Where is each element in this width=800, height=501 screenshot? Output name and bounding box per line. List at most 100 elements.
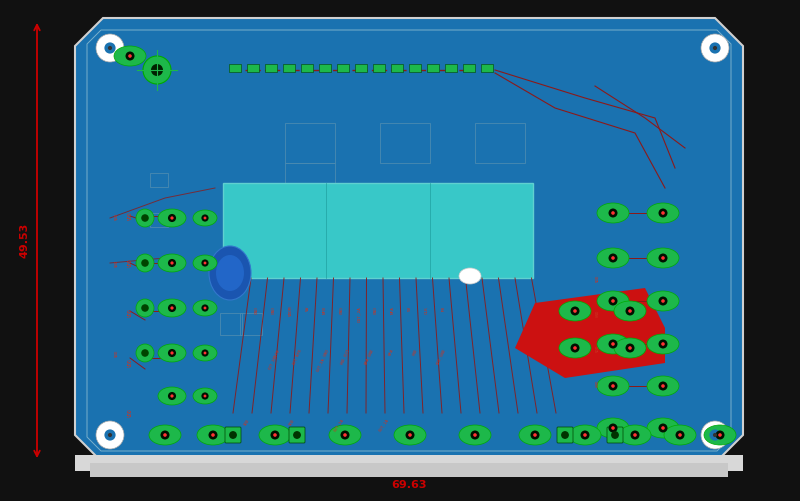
Bar bbox=[463, 64, 475, 72]
Bar bbox=[90, 463, 728, 477]
Ellipse shape bbox=[193, 345, 217, 361]
Circle shape bbox=[168, 214, 176, 222]
Bar bbox=[283, 64, 295, 72]
Text: GND: GND bbox=[374, 306, 378, 314]
Circle shape bbox=[163, 433, 167, 437]
Circle shape bbox=[570, 307, 579, 316]
Text: VDD: VDD bbox=[596, 274, 600, 282]
Circle shape bbox=[611, 299, 614, 303]
Circle shape bbox=[168, 392, 176, 400]
Bar bbox=[150, 173, 168, 187]
Text: GND: GND bbox=[596, 379, 600, 387]
Circle shape bbox=[634, 433, 637, 437]
Bar bbox=[427, 64, 439, 72]
Circle shape bbox=[662, 211, 665, 215]
Ellipse shape bbox=[158, 299, 186, 317]
Circle shape bbox=[609, 254, 618, 263]
Circle shape bbox=[151, 64, 163, 76]
Text: MO: MO bbox=[442, 306, 446, 311]
Circle shape bbox=[658, 340, 667, 349]
Text: OUT_2A: OUT_2A bbox=[333, 418, 345, 432]
Circle shape bbox=[170, 216, 174, 219]
Bar bbox=[481, 64, 493, 72]
Circle shape bbox=[104, 429, 116, 440]
Ellipse shape bbox=[158, 387, 186, 405]
Circle shape bbox=[573, 309, 577, 313]
Circle shape bbox=[211, 433, 214, 437]
Circle shape bbox=[170, 307, 174, 310]
Bar bbox=[285, 123, 335, 163]
Circle shape bbox=[203, 262, 206, 265]
Text: GND: GND bbox=[340, 306, 344, 314]
FancyBboxPatch shape bbox=[557, 427, 573, 443]
Ellipse shape bbox=[647, 291, 679, 311]
Ellipse shape bbox=[647, 334, 679, 354]
Ellipse shape bbox=[158, 209, 186, 227]
Ellipse shape bbox=[597, 418, 629, 438]
Circle shape bbox=[142, 259, 149, 267]
Bar bbox=[150, 213, 168, 227]
Circle shape bbox=[561, 431, 569, 439]
Ellipse shape bbox=[647, 418, 679, 438]
Circle shape bbox=[170, 351, 174, 355]
Ellipse shape bbox=[259, 425, 291, 445]
Circle shape bbox=[108, 433, 112, 437]
Text: NFA: NFA bbox=[388, 348, 394, 357]
Circle shape bbox=[713, 433, 717, 437]
Ellipse shape bbox=[597, 291, 629, 311]
Circle shape bbox=[170, 262, 174, 265]
Circle shape bbox=[128, 54, 132, 58]
Bar bbox=[75, 455, 743, 471]
Bar bbox=[247, 64, 259, 72]
Circle shape bbox=[626, 344, 634, 353]
Ellipse shape bbox=[459, 425, 491, 445]
Circle shape bbox=[611, 426, 614, 430]
Circle shape bbox=[609, 381, 618, 390]
Ellipse shape bbox=[193, 300, 217, 316]
Circle shape bbox=[611, 342, 614, 346]
Circle shape bbox=[136, 209, 154, 227]
Circle shape bbox=[136, 344, 154, 362]
Circle shape bbox=[203, 307, 206, 310]
Ellipse shape bbox=[216, 255, 244, 291]
Circle shape bbox=[662, 256, 665, 260]
Ellipse shape bbox=[647, 248, 679, 268]
Ellipse shape bbox=[647, 376, 679, 396]
Circle shape bbox=[136, 254, 154, 272]
Text: VDD: VDD bbox=[115, 259, 119, 267]
Text: GND: GND bbox=[412, 348, 418, 357]
Circle shape bbox=[168, 304, 176, 312]
Circle shape bbox=[718, 433, 722, 437]
Bar bbox=[373, 64, 385, 72]
Circle shape bbox=[203, 395, 206, 397]
Circle shape bbox=[658, 208, 667, 217]
Ellipse shape bbox=[597, 248, 629, 268]
Circle shape bbox=[202, 392, 209, 400]
Circle shape bbox=[96, 421, 124, 449]
Ellipse shape bbox=[559, 338, 591, 358]
Circle shape bbox=[408, 433, 412, 437]
Circle shape bbox=[662, 384, 665, 388]
Circle shape bbox=[229, 431, 237, 439]
Circle shape bbox=[611, 211, 614, 215]
FancyBboxPatch shape bbox=[607, 427, 623, 443]
Text: GND: GND bbox=[255, 306, 259, 314]
Circle shape bbox=[168, 259, 176, 267]
Ellipse shape bbox=[559, 301, 591, 321]
Circle shape bbox=[170, 394, 174, 398]
Circle shape bbox=[675, 430, 685, 439]
Ellipse shape bbox=[158, 344, 186, 362]
Ellipse shape bbox=[394, 425, 426, 445]
Bar bbox=[475, 123, 525, 163]
Circle shape bbox=[609, 297, 618, 306]
Circle shape bbox=[202, 305, 209, 312]
Ellipse shape bbox=[193, 210, 217, 226]
Ellipse shape bbox=[209, 246, 251, 300]
Circle shape bbox=[406, 430, 414, 439]
Text: OUT_2A_GND: OUT_2A_GND bbox=[316, 348, 330, 372]
Circle shape bbox=[611, 384, 614, 388]
Circle shape bbox=[203, 352, 206, 354]
Circle shape bbox=[628, 309, 632, 313]
Text: VDD: VDD bbox=[127, 212, 133, 220]
Bar bbox=[223, 183, 533, 278]
